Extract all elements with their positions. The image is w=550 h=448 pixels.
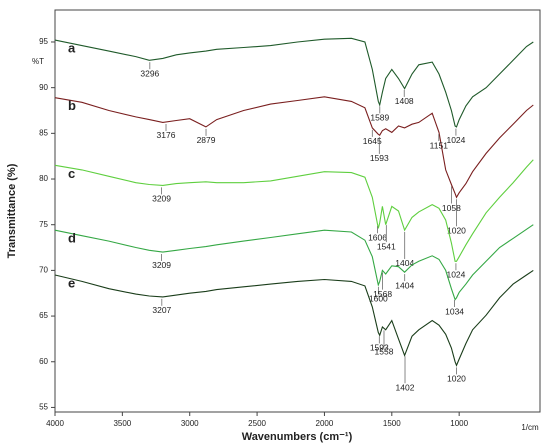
- y-tick-label: 90: [39, 83, 48, 92]
- peak-label: 1058: [442, 203, 461, 213]
- peak-label: 1606: [368, 232, 387, 242]
- y-tick-label: 85: [39, 128, 48, 137]
- spectrum-line: [54, 37, 534, 128]
- peak-label: 3296: [140, 68, 159, 78]
- peak-label: 3207: [152, 305, 171, 315]
- x-tick-label: 3500: [113, 419, 131, 428]
- peak-label: 1020: [447, 374, 466, 384]
- peak-label: 3209: [152, 260, 171, 270]
- spectrum-line: [54, 224, 534, 301]
- y-unit-label: %T: [32, 57, 44, 66]
- series-label: b: [68, 98, 76, 113]
- peak-label: 1593: [370, 153, 389, 163]
- spectrum-line: [54, 269, 534, 367]
- peak-label: 1020: [447, 226, 466, 236]
- spectrum-line: [54, 159, 534, 262]
- y-tick-label: 75: [39, 220, 48, 229]
- peak-label: 1541: [377, 241, 396, 251]
- peak-label: 1593: [370, 343, 389, 353]
- peak-label: 2879: [197, 135, 216, 145]
- peak-label: 3176: [157, 130, 176, 140]
- peak-label: 1558: [375, 347, 394, 357]
- peak-label: 1024: [446, 270, 465, 280]
- peak-label: 1568: [373, 289, 392, 299]
- peak-label: 1402: [396, 383, 415, 393]
- peak-label: 1034: [445, 306, 464, 316]
- peak-label: 1404: [395, 280, 414, 290]
- peak-label: 1404: [395, 258, 414, 268]
- peak-label: 1151: [430, 140, 449, 150]
- x-tick-label: 2000: [316, 419, 334, 428]
- y-tick-label: 80: [39, 174, 48, 183]
- peak-label: 3209: [152, 194, 171, 204]
- series-label: d: [68, 231, 76, 246]
- series-label: a: [68, 41, 76, 56]
- series-label: e: [68, 275, 75, 290]
- y-tick-label: 70: [39, 265, 48, 274]
- x-unit-label: 1/cm: [521, 423, 539, 432]
- spectrum-line: [54, 96, 534, 199]
- peak-label: 1600: [369, 293, 388, 303]
- peak-label: 1645: [363, 136, 382, 146]
- x-tick-label: 2500: [248, 419, 266, 428]
- peak-label: 1408: [395, 96, 414, 106]
- x-tick-label: 1000: [450, 419, 468, 428]
- x-axis-title: Wavenumbers (cm⁻¹): [242, 431, 353, 443]
- y-tick-label: 55: [39, 403, 48, 412]
- y-tick-label: 65: [39, 311, 48, 320]
- x-tick-label: 3000: [181, 419, 199, 428]
- y-tick-label: 60: [39, 357, 48, 366]
- peak-label: 1589: [370, 113, 389, 123]
- y-tick-label: 95: [39, 37, 48, 46]
- peak-label: 1024: [446, 135, 465, 145]
- series-label: c: [68, 166, 75, 181]
- y-axis-title: Transmittance (%): [6, 163, 18, 258]
- plot-frame: [54, 9, 541, 413]
- x-tick-label: 4000: [46, 419, 64, 428]
- x-tick-label: 1500: [383, 419, 401, 428]
